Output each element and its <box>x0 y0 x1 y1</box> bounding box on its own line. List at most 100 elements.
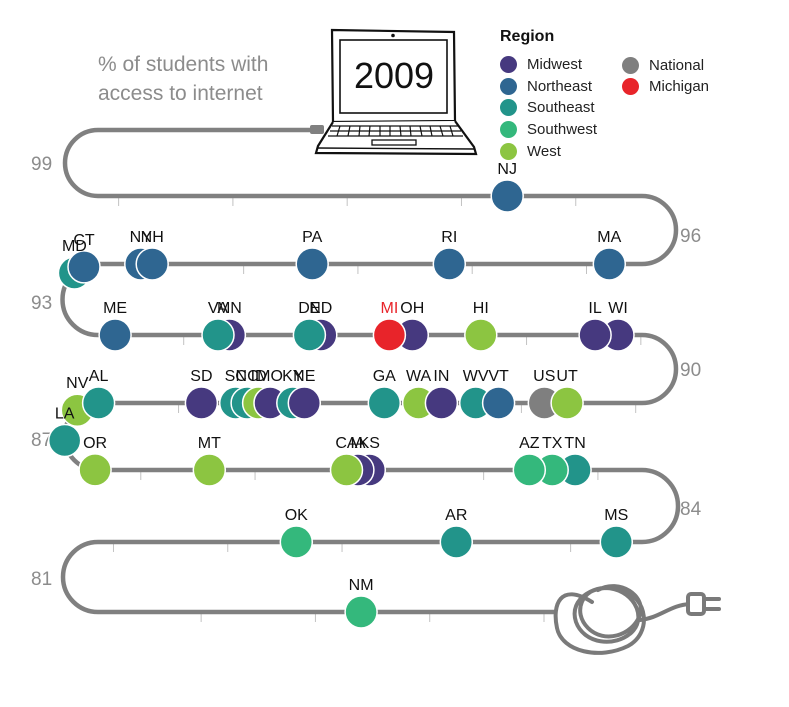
data-label-us: US <box>533 368 555 385</box>
data-point-ms <box>599 525 634 559</box>
data-point-ri <box>432 247 467 281</box>
legend-item-southwest: Southwest <box>500 121 597 138</box>
data-point-ne <box>287 386 322 420</box>
legend-title: Region <box>500 28 555 45</box>
laptop-icon <box>310 28 478 156</box>
data-label-ms: MS <box>604 507 628 524</box>
data-label-tx: TX <box>542 435 563 452</box>
legend-swatch <box>500 99 517 116</box>
y-tick-label: 96 <box>680 226 701 247</box>
data-label-id: ID <box>251 368 267 385</box>
data-point-nm <box>344 595 378 629</box>
legend-label: Southeast <box>527 99 595 116</box>
data-point-ok <box>279 525 314 559</box>
data-label-il: IL <box>588 300 601 317</box>
y-tick-label: 93 <box>31 293 52 314</box>
data-label-al: AL <box>89 368 109 385</box>
data-label-pa: PA <box>302 229 322 246</box>
data-label-mo: MO <box>257 368 283 385</box>
data-label-ky: KY <box>282 368 304 385</box>
data-point-mi <box>372 318 407 352</box>
legend-item-northeast: Northeast <box>500 78 592 95</box>
data-label-ct: CT <box>73 232 95 249</box>
legend-swatch <box>500 121 517 138</box>
legend-label: Michigan <box>649 78 710 95</box>
legend-label: Northeast <box>527 78 593 95</box>
data-point-nj <box>490 179 524 213</box>
data-label-ks: KS <box>359 435 380 452</box>
data-point-pa <box>295 247 329 281</box>
data-label-ut: UT <box>556 368 578 385</box>
track-line <box>60 127 681 615</box>
subtitle-line-2: access to internet <box>98 82 263 105</box>
data-label-nc: NC <box>236 368 259 385</box>
chart-title: 2009 <box>354 55 434 96</box>
data-point-ut <box>550 386 584 420</box>
y-tick-label: 81 <box>31 569 52 590</box>
data-label-ri: RI <box>441 229 457 246</box>
data-label-wv: WV <box>463 368 489 385</box>
data-points <box>47 179 635 629</box>
legend-label: Southwest <box>527 121 598 138</box>
data-point-al <box>81 386 116 420</box>
data-label-tn: TN <box>564 435 585 452</box>
legend-swatch <box>622 57 639 74</box>
data-label-ny: NY <box>130 229 153 246</box>
data-point-ca <box>329 453 364 487</box>
legend-swatch <box>500 78 517 95</box>
data-label-in: IN <box>433 368 449 385</box>
subtitle-line-1: % of students with <box>98 53 269 76</box>
data-label-ga: GA <box>373 368 396 385</box>
data-point-in <box>424 386 459 420</box>
data-point-vt <box>481 386 516 420</box>
data-point-me <box>98 318 132 352</box>
data-point-va <box>201 318 235 352</box>
data-label-oh: OH <box>400 300 424 317</box>
data-label-me: ME <box>103 300 127 317</box>
data-point-la <box>47 423 82 458</box>
data-point-sd <box>184 386 219 420</box>
serpentine-track <box>60 127 681 615</box>
data-label-nm: NM <box>349 577 374 594</box>
data-label-ok: OK <box>285 507 308 524</box>
data-label-wi: WI <box>608 300 628 317</box>
y-tick-label: 84 <box>680 499 702 520</box>
y-tick-label: 87 <box>31 430 52 451</box>
data-label-hi: HI <box>473 300 489 317</box>
legend-label: West <box>527 143 561 160</box>
data-label-nh: NH <box>141 229 164 246</box>
legend-swatch <box>500 56 517 73</box>
data-point-de <box>292 318 327 352</box>
data-label-ar: AR <box>445 507 467 524</box>
data-label-sc: SC <box>225 368 247 385</box>
data-point-ar <box>439 525 474 559</box>
data-point-ct <box>67 250 101 284</box>
legend-swatch <box>500 143 517 160</box>
legend-label: National <box>649 57 705 74</box>
data-label-mi: MI <box>381 300 399 317</box>
data-label-or: OR <box>83 435 107 452</box>
data-point-nh <box>135 247 169 281</box>
data-label-mn: MN <box>217 300 242 317</box>
legend-swatch <box>622 78 639 95</box>
data-label-ca: CA <box>335 435 358 452</box>
data-label-nv: NV <box>66 375 89 392</box>
legend-item-west: West <box>500 143 561 160</box>
data-point-ma <box>592 247 627 281</box>
data-label-az: AZ <box>519 435 540 452</box>
data-label-ma: MA <box>597 229 621 246</box>
y-tick-label: 99 <box>31 154 52 175</box>
data-point-il <box>578 318 612 352</box>
legend-item-michigan: Michigan <box>622 78 709 95</box>
data-label-mt: MT <box>198 435 221 452</box>
data-label-ia: IA <box>350 435 365 452</box>
data-point-ga <box>367 386 402 420</box>
data-label-nj: NJ <box>497 161 517 178</box>
y-tick-label: 90 <box>680 360 701 381</box>
data-label-wa: WA <box>406 368 432 385</box>
data-label-nd: ND <box>309 300 332 317</box>
data-point-mt <box>192 453 227 487</box>
data-label-la: LA <box>55 406 75 423</box>
